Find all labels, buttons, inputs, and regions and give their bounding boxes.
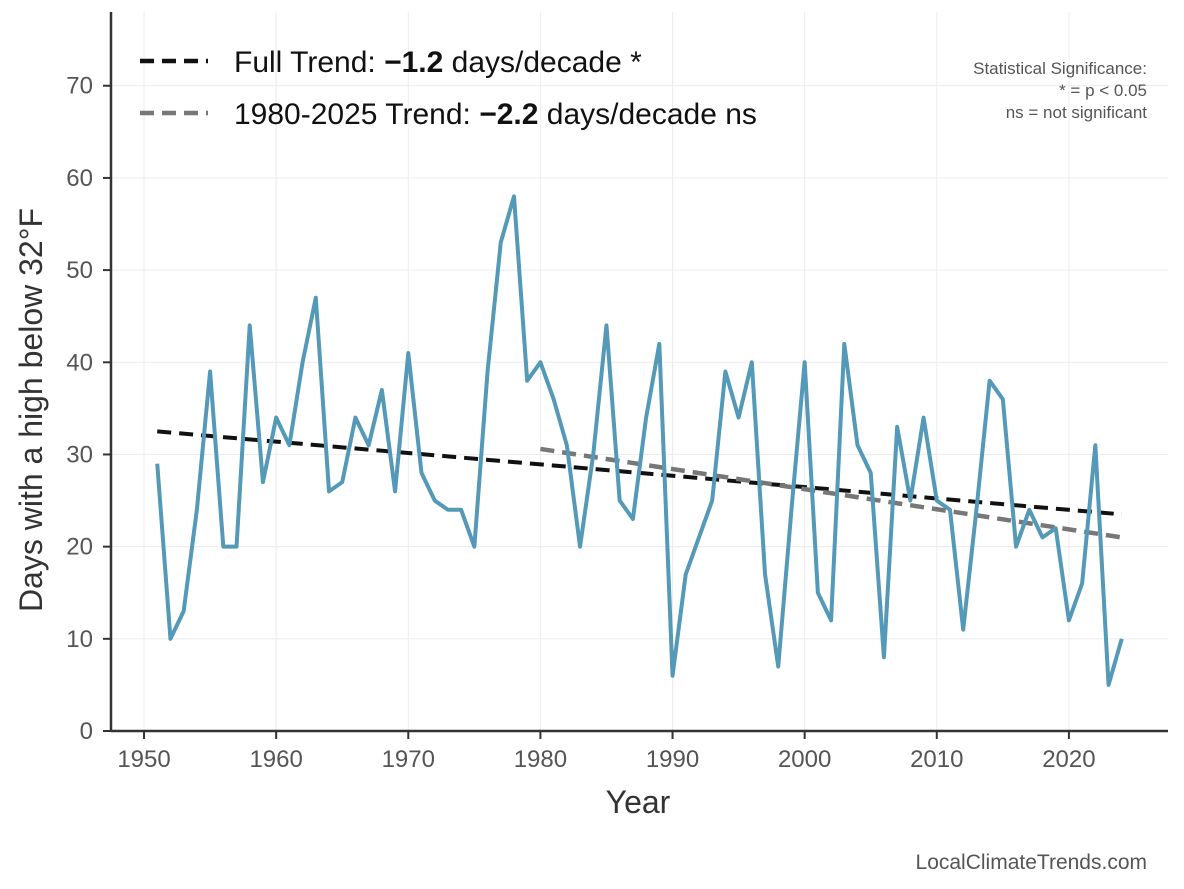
x-ticks: 1950 1960 1970 1980 1990 2000 2010 2020 [117,731,1096,773]
legend-label-recent-trend: 1980-2025 Trend: −2.2 days/decade ns [234,98,757,131]
source-credit: LocalClimateTrends.com [916,851,1147,874]
y-tick-label-40: 40 [66,349,93,376]
legend-suffix-recent-trend: days/decade ns [538,98,756,131]
series-line [155,194,1124,687]
y-axis-title: Days with a high below 32°F [13,208,49,612]
legend-value-full-trend: −1.2 [384,46,443,79]
legend-label-full-trend: Full Trend: −1.2 days/decade * [234,46,642,79]
legend-value-recent-trend: −2.2 [479,98,538,131]
x-tick-label-1970: 1970 [382,746,435,773]
y-tick-label-70: 70 [66,73,93,100]
y-tick-label-50: 50 [66,257,93,284]
legend-prefix-full-trend: Full Trend: [234,46,384,79]
axes [109,12,1168,733]
x-tick-label-1980: 1980 [514,746,567,773]
legend: Full Trend: −1.2 days/decade * 1980-2025… [140,46,757,131]
significance-line-1: * = p < 0.05 [1059,81,1147,100]
x-axis-title: Year [606,784,671,820]
y-tick-label-20: 20 [66,534,93,561]
significance-title: Statistical Significance: [973,59,1147,78]
x-tick-label-2010: 2010 [910,746,963,773]
y-tick-label-10: 10 [66,626,93,653]
legend-prefix-recent-trend: 1980-2025 Trend: [234,98,479,131]
x-tick-label-1990: 1990 [646,746,699,773]
y-ticks: 0 10 20 30 40 50 60 70 [66,73,111,745]
y-tick-label-30: 30 [66,441,93,468]
x-tick-label-2000: 2000 [778,746,831,773]
significance-note: Statistical Significance: * = p < 0.05 n… [973,59,1147,122]
x-tick-label-1950: 1950 [117,746,170,773]
data-series [155,194,1124,687]
y-tick-label-0: 0 [80,718,93,745]
x-tick-label-1960: 1960 [249,746,302,773]
significance-line-2: ns = not significant [1006,103,1148,122]
x-tick-label-2020: 2020 [1042,746,1095,773]
y-tick-label-60: 60 [66,165,93,192]
legend-suffix-full-trend: days/decade * [443,46,642,79]
